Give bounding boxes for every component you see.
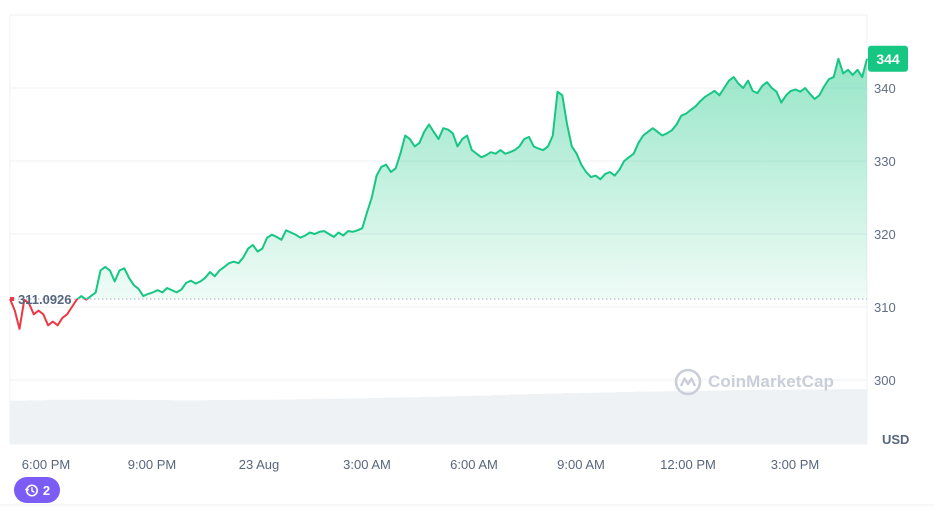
x-tick-label: 6:00 PM bbox=[22, 457, 70, 472]
last-price-badge bbox=[868, 45, 908, 72]
history-badge[interactable]: 2 bbox=[14, 477, 60, 503]
price-area-fill bbox=[10, 58, 867, 299]
volume-bar bbox=[277, 399, 297, 444]
volume-bar bbox=[706, 390, 725, 444]
volume-bars bbox=[10, 389, 868, 444]
volume-bar bbox=[795, 389, 814, 444]
volume-bar bbox=[545, 393, 564, 444]
x-tick-label: 9:00 AM bbox=[557, 457, 605, 472]
volume-bar bbox=[331, 398, 350, 444]
y-tick-label: 320 bbox=[874, 227, 896, 242]
volume-bar bbox=[438, 396, 457, 444]
volume-bar bbox=[759, 389, 779, 444]
volume-bar bbox=[81, 399, 100, 444]
price-line[interactable] bbox=[9, 57, 868, 330]
watermark: CoinMarketCap bbox=[674, 368, 834, 396]
watermark-text: CoinMarketCap bbox=[708, 372, 834, 391]
y-tick-label: 300 bbox=[874, 373, 896, 388]
reference-price-label: 311.0926 bbox=[18, 292, 72, 307]
volume-bar bbox=[456, 395, 475, 444]
volume-bar bbox=[384, 397, 404, 444]
volume-bar bbox=[688, 390, 707, 444]
x-tick-label: 12:00 PM bbox=[660, 457, 716, 472]
volume-bar bbox=[652, 391, 672, 444]
volume-bar bbox=[224, 400, 243, 444]
price-labels: 311.0926 344 bbox=[18, 45, 908, 307]
volume-bar bbox=[349, 398, 368, 444]
volume-bar bbox=[170, 400, 190, 444]
x-tick-label: 6:00 AM bbox=[450, 457, 498, 472]
y-axis: 300 310 320 330 340 USD bbox=[874, 81, 909, 447]
volume-bar bbox=[134, 400, 154, 444]
y-tick-label: 330 bbox=[874, 154, 896, 169]
history-badge-count: 2 bbox=[42, 482, 51, 498]
volume-bar bbox=[63, 399, 82, 444]
volume-bar bbox=[45, 399, 65, 444]
x-axis: 6:00 PM 9:00 PM 23 Aug 3:00 AM 6:00 AM 9:00 A… bbox=[22, 457, 819, 472]
volume-bar bbox=[367, 398, 386, 444]
volume-bar bbox=[242, 399, 261, 444]
x-tick-label: 3:00 PM bbox=[771, 457, 819, 472]
volume-bar bbox=[509, 394, 529, 444]
reference-line bbox=[10, 297, 867, 302]
volume-bar bbox=[599, 392, 618, 444]
volume-bar bbox=[117, 399, 136, 444]
volume-bar bbox=[420, 396, 439, 444]
volume-bar bbox=[99, 399, 118, 444]
history-clock-icon bbox=[24, 483, 38, 497]
y-tick-label: 310 bbox=[874, 300, 896, 315]
x-tick-label: 9:00 PM bbox=[128, 457, 176, 472]
price-area bbox=[10, 58, 867, 299]
volume-bar bbox=[581, 392, 600, 444]
reference-start-marker bbox=[10, 297, 14, 302]
volume-bar bbox=[617, 391, 636, 444]
volume-bar bbox=[152, 400, 172, 444]
volume-bar bbox=[742, 389, 761, 444]
volume-bar bbox=[724, 390, 743, 444]
volume-bar bbox=[313, 398, 332, 444]
volume-bar bbox=[849, 389, 868, 444]
volume-bar bbox=[259, 399, 279, 444]
volume-bar bbox=[777, 389, 797, 444]
volume-bar bbox=[295, 399, 315, 444]
volume-bar bbox=[563, 393, 582, 444]
volume-bar bbox=[27, 400, 47, 444]
volume-bar bbox=[831, 389, 850, 444]
volume-bar bbox=[188, 400, 207, 444]
volume-bar bbox=[474, 395, 493, 444]
coinmarketcap-logo-icon bbox=[674, 368, 702, 396]
volume-bar bbox=[402, 397, 422, 444]
x-tick-label: 23 Aug bbox=[239, 457, 280, 472]
volume-bar bbox=[206, 400, 225, 444]
last-price-label: 344 bbox=[876, 51, 900, 67]
y-axis-unit: USD bbox=[882, 432, 909, 447]
volume-bar bbox=[634, 391, 654, 444]
x-tick-label: 3:00 AM bbox=[343, 457, 391, 472]
volume-bar bbox=[670, 391, 689, 444]
volume-bar bbox=[492, 395, 511, 444]
volume-bar bbox=[527, 393, 547, 444]
volume-bar bbox=[813, 389, 832, 444]
price-line-up[interactable] bbox=[10, 57, 868, 329]
y-tick-label: 340 bbox=[874, 81, 896, 96]
volume-bar bbox=[10, 400, 29, 444]
